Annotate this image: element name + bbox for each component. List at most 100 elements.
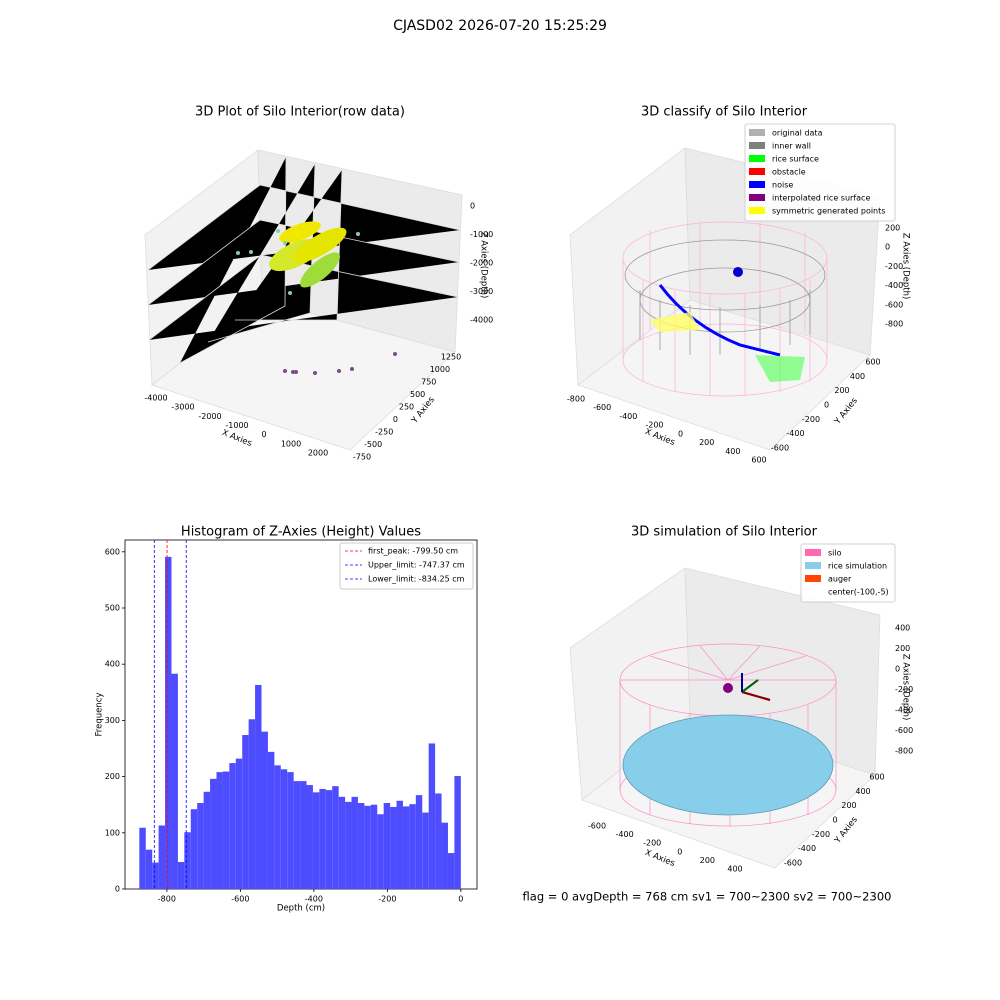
z-tick-label: -600 <box>895 726 913 735</box>
x-tick-label: 2000 <box>308 449 328 458</box>
bar <box>377 814 384 889</box>
bar <box>280 769 288 889</box>
legend-swatch <box>749 129 765 136</box>
legend-label: symmetric generated points <box>772 207 885 216</box>
y-tick-label: 200 <box>841 801 856 810</box>
x-axis-label: X Axies <box>220 428 253 449</box>
bar <box>357 803 365 889</box>
x-tick-label: 0 <box>678 429 683 438</box>
bar <box>435 793 442 889</box>
x-tick-label: -600 <box>231 895 249 904</box>
z-tick-label: -400 <box>885 281 903 290</box>
y-tick-label: -400 <box>798 844 816 853</box>
legend-swatch <box>749 142 765 149</box>
x-tick-label: -4000 <box>144 394 167 403</box>
x-tick-label: -600 <box>593 403 611 412</box>
legend-swatch <box>805 549 821 556</box>
bar <box>229 763 236 889</box>
bar <box>319 788 326 889</box>
chart-title: 3D Plot of Silo Interior(row data) <box>195 105 405 120</box>
legend-label: Upper_limit: -747.37 cm <box>368 561 465 570</box>
legend-swatch <box>749 168 765 175</box>
y-tick-label: 0 <box>832 816 837 825</box>
x-tick-label: -200 <box>645 421 663 430</box>
z-tick-label: 0 <box>895 665 900 674</box>
legend-label: Lower_limit: -834.25 cm <box>368 575 465 584</box>
y-tick-label: -200 <box>812 830 830 839</box>
legend-label: first_peak: -799.50 cm <box>368 547 458 556</box>
legend-label: center(-100,-5) <box>828 588 889 597</box>
bar <box>145 849 153 889</box>
bar <box>300 781 307 889</box>
x-tick-label: 200 <box>700 856 715 865</box>
x-tick-label: -400 <box>619 412 637 421</box>
legend-label: rice simulation <box>828 562 887 571</box>
z-tick-label: -1000 <box>470 230 493 239</box>
legend-label: noise <box>772 181 793 190</box>
x-tick-label: 400 <box>725 447 740 456</box>
bar <box>332 786 339 889</box>
bar <box>197 803 204 889</box>
bar <box>422 812 429 889</box>
legend-swatch <box>749 181 765 188</box>
bar <box>152 862 159 889</box>
legend-label: inner wall <box>772 142 811 151</box>
scatter-decoration-1 <box>236 221 397 375</box>
x-tick-label: -200 <box>378 895 396 904</box>
z-axis-label: Z Axies (Depth) <box>901 233 911 300</box>
z-tick-label: 0 <box>470 202 475 211</box>
bar <box>312 792 320 889</box>
bar <box>203 791 211 889</box>
bar <box>351 796 358 889</box>
bar <box>325 790 333 889</box>
bar <box>190 809 198 889</box>
x-tick-label: -800 <box>567 395 585 404</box>
z-tick-label: -400 <box>895 706 913 715</box>
x-tick-label: 0 <box>261 430 266 439</box>
z-tick-label: -4000 <box>470 316 493 325</box>
z-tick-label: 200 <box>885 224 900 233</box>
y-tick-label: 200 <box>834 386 849 395</box>
legend-label: interpolated rice surface <box>772 194 870 203</box>
x-tick-label: -1000 <box>225 421 248 430</box>
y-tick-label: -250 <box>375 428 393 437</box>
legend-box <box>800 543 896 603</box>
x-tick-label: 600 <box>751 456 766 465</box>
y-tick-label: 250 <box>399 403 414 412</box>
legend-box <box>744 123 896 222</box>
bar <box>222 771 230 889</box>
z-axis-label: Z Axies (Depth) <box>479 232 489 299</box>
z-tick-label: -3000 <box>470 287 493 296</box>
z-tick-label: -800 <box>885 320 903 329</box>
z-axis-label: Z Axies (Depth) <box>901 654 911 721</box>
z-tick-label: -600 <box>885 300 903 309</box>
x-tick-label: 200 <box>699 438 714 447</box>
figure-title: CJASD02 2026-07-20 15:25:29 <box>393 18 607 34</box>
legend-box <box>339 542 474 590</box>
y-tick-label: 100 <box>105 828 120 837</box>
bar <box>261 731 268 889</box>
classify-decoration <box>622 221 828 397</box>
y-tick-label: -600 <box>771 444 789 453</box>
x-tick-label: -3000 <box>171 403 194 412</box>
bar <box>370 804 378 889</box>
x-tick-label: 400 <box>727 865 742 874</box>
bar <box>396 800 403 889</box>
x-axis-label: X Axies <box>643 427 676 448</box>
z-tick-label: -200 <box>895 685 913 694</box>
legend-label: silo <box>828 549 842 558</box>
y-tick-label: 300 <box>105 716 120 725</box>
z-tick-label: 0 <box>885 243 890 252</box>
z-tick-label: -200 <box>885 262 903 271</box>
bar <box>409 804 416 889</box>
x-axis-label: Depth (cm) <box>277 904 325 914</box>
y-tick-label: -750 <box>353 453 371 462</box>
bar <box>210 778 217 889</box>
bar <box>177 862 185 889</box>
y-axis-label: Y Axies <box>832 396 860 428</box>
chart-title: 3D simulation of Silo Interior <box>631 525 818 540</box>
bar <box>274 765 281 889</box>
x-tick-label: 0 <box>677 847 682 856</box>
legend-swatch <box>749 155 765 162</box>
x-tick-label: -400 <box>305 895 323 904</box>
